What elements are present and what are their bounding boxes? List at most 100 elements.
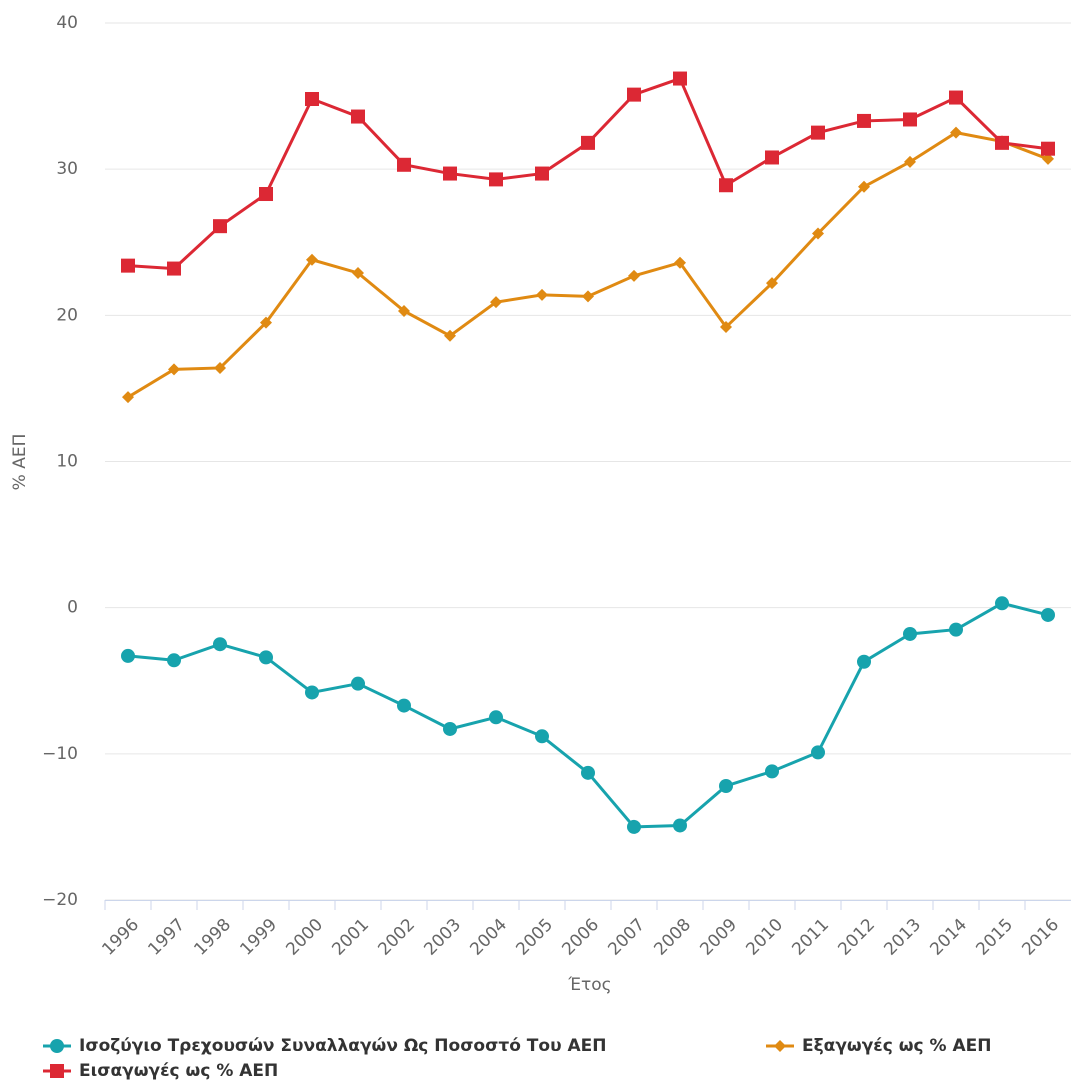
point: [811, 745, 825, 760]
point: [260, 316, 272, 329]
point: [811, 125, 825, 140]
point: [305, 92, 319, 107]
point: [857, 113, 871, 128]
point: [444, 329, 456, 342]
point: [259, 650, 273, 665]
legend-label: Εξαγωγές ως % ΑΕΠ: [802, 1036, 991, 1056]
x-tick-label: 2009: [696, 915, 741, 960]
point: [674, 256, 686, 269]
point: [673, 71, 687, 86]
x-tick-label: 2006: [558, 915, 603, 960]
point: [995, 596, 1009, 611]
point: [489, 710, 503, 725]
point: [581, 765, 595, 780]
x-tick-label: 2002: [374, 915, 419, 960]
point: [720, 321, 732, 334]
point: [306, 253, 318, 266]
point: [904, 155, 916, 168]
point: [443, 721, 457, 736]
point: [397, 698, 411, 713]
point: [352, 266, 364, 279]
point: [812, 227, 824, 240]
x-tick-label: 2012: [834, 915, 879, 960]
point: [627, 87, 641, 102]
point: [397, 157, 411, 172]
point: [949, 622, 963, 637]
point: [1041, 141, 1055, 156]
y-tick-label: 20: [56, 305, 78, 325]
point: [627, 819, 641, 834]
point: [857, 654, 871, 669]
point: [765, 764, 779, 779]
y-tick-label: 0: [67, 598, 78, 618]
x-tick-label: 2008: [650, 915, 695, 960]
point: [351, 109, 365, 124]
point: [214, 361, 226, 374]
point: [719, 178, 733, 193]
point: [582, 290, 594, 303]
y-tick-label: 10: [56, 452, 78, 472]
legend-symbol: [774, 1040, 786, 1052]
point: [121, 648, 135, 663]
x-tick-label: 2004: [466, 915, 511, 960]
point: [167, 261, 181, 276]
legend-symbol: [50, 1039, 64, 1053]
point: [259, 187, 273, 202]
point: [858, 180, 870, 193]
y-tick-label: −20: [42, 890, 78, 910]
point: [213, 637, 227, 652]
point: [168, 363, 180, 376]
y-axis-label: % ΑΕΠ: [10, 434, 30, 491]
x-tick-label: 2015: [972, 915, 1017, 960]
x-tick-label: 1998: [190, 915, 235, 960]
point: [122, 391, 134, 404]
point: [305, 685, 319, 700]
x-tick-label: 2011: [788, 915, 833, 960]
point: [536, 288, 548, 301]
point: [673, 818, 687, 833]
point: [1041, 607, 1055, 622]
x-tick-label: 2010: [742, 915, 787, 960]
x-tick-label: 2016: [1018, 915, 1063, 960]
point: [995, 135, 1009, 150]
x-tick-label: 2001: [328, 915, 373, 960]
point: [213, 219, 227, 234]
point: [766, 277, 778, 290]
point: [167, 653, 181, 668]
point: [121, 258, 135, 273]
point: [765, 150, 779, 165]
x-tick-label: 1997: [144, 915, 189, 960]
point: [490, 296, 502, 309]
x-tick-label: 2000: [282, 915, 327, 960]
legend-symbol: [50, 1064, 64, 1078]
point: [719, 778, 733, 793]
x-tick-label: 2003: [420, 915, 465, 960]
point: [1042, 152, 1054, 165]
y-tick-label: 30: [56, 159, 78, 179]
legend-label: Ισοζύγιο Τρεχουσών Συναλλαγών Ως Ποσοστό…: [79, 1036, 606, 1056]
x-axis-label: Έτος: [567, 975, 611, 995]
point: [398, 304, 410, 317]
point: [903, 112, 917, 127]
series-line: [127, 131, 1049, 399]
y-tick-label: −10: [42, 744, 78, 764]
x-tick-label: 2013: [880, 915, 925, 960]
point: [535, 729, 549, 744]
point: [950, 126, 962, 139]
point: [949, 90, 963, 105]
x-tick-label: 2007: [604, 915, 649, 960]
point: [903, 626, 917, 641]
x-tick-label: 1996: [98, 915, 143, 960]
x-tick-label: 1999: [236, 915, 281, 960]
point: [628, 269, 640, 282]
series-line: [127, 76, 1049, 271]
point: [489, 172, 503, 187]
point: [581, 135, 595, 150]
point: [443, 166, 457, 181]
x-tick-label: 2014: [926, 915, 971, 960]
legend-label: Εισαγωγές ως % ΑΕΠ: [79, 1061, 278, 1081]
point: [351, 676, 365, 691]
y-tick-label: 40: [56, 13, 78, 33]
point: [535, 166, 549, 181]
